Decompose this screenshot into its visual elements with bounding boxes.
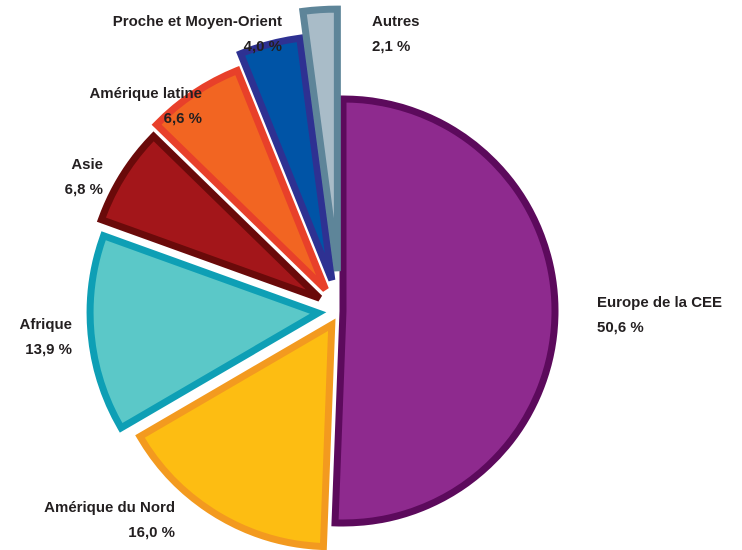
- pie-slice: [135, 318, 336, 550]
- slice-label: Amérique latine: [89, 85, 202, 102]
- slice-label: Europe de la CEE: [597, 294, 722, 311]
- pie-slice: [331, 95, 559, 527]
- slice-label: Amérique du Nord: [44, 499, 175, 516]
- slice-label: Afrique: [20, 316, 73, 333]
- slice-value-label: 2,1 %: [372, 38, 410, 55]
- slice-label: Asie: [71, 156, 103, 173]
- slice-value-label: 6,8 %: [65, 181, 103, 198]
- slice-label: Proche et Moyen-Orient: [113, 13, 282, 30]
- pie-slice: [96, 131, 323, 302]
- slice-value-label: 50,6 %: [597, 319, 644, 336]
- pie-slice: [298, 5, 341, 272]
- slice-value-label: 13,9 %: [25, 341, 72, 358]
- slice-value-label: 4,0 %: [244, 38, 282, 55]
- slice-value-label: 6,6 %: [164, 110, 202, 127]
- pie-slice: [86, 231, 327, 433]
- pie-slice: [151, 65, 329, 292]
- pie-slice: [236, 34, 336, 282]
- slice-label: Autres: [372, 13, 420, 30]
- slice-value-label: 16,0 %: [128, 524, 175, 541]
